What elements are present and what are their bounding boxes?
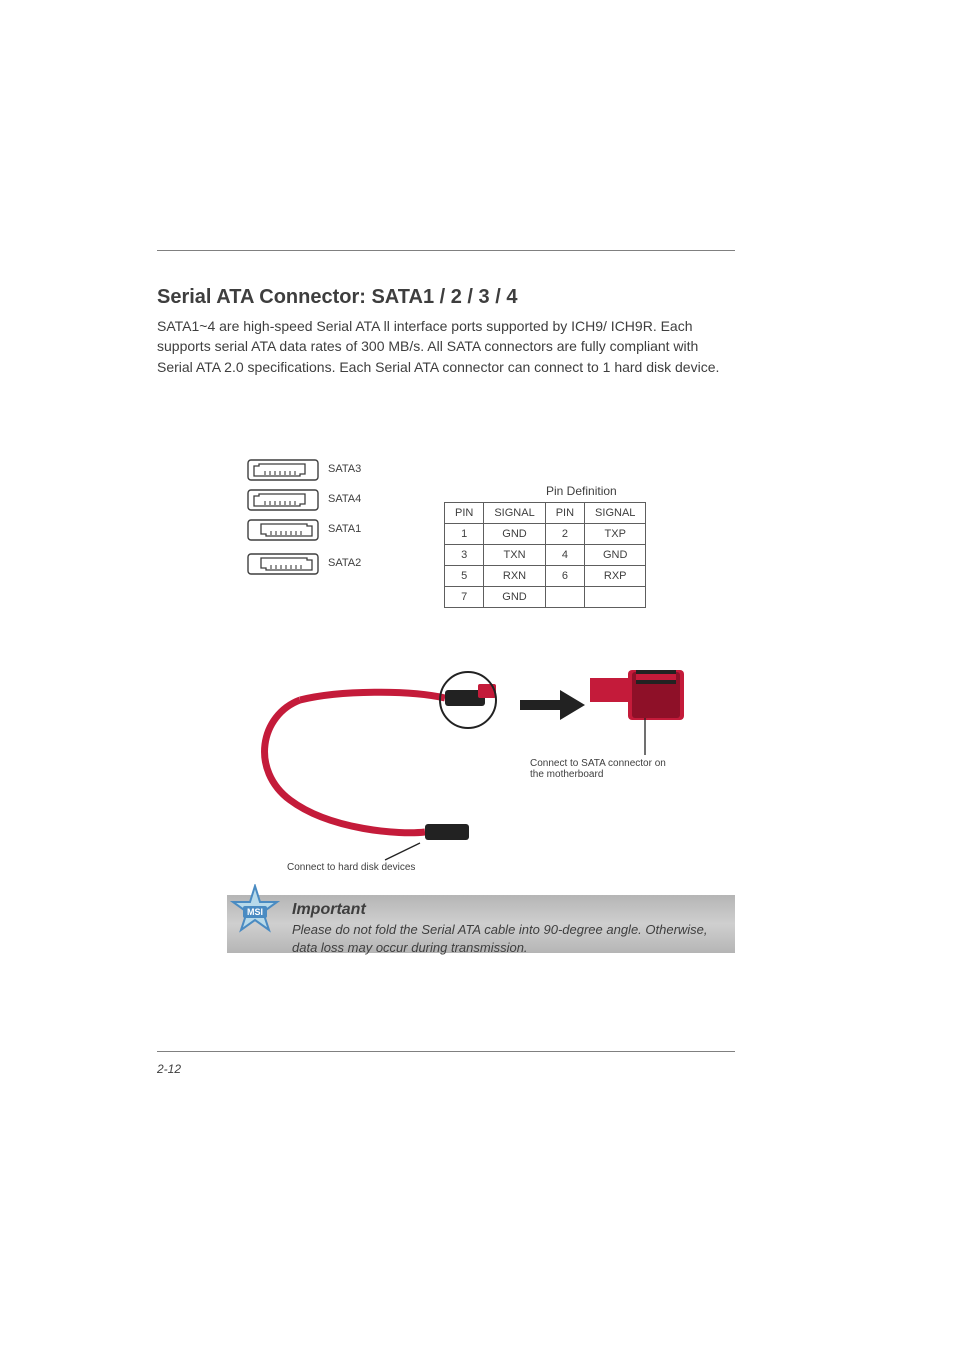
table-header-row: PIN SIGNAL PIN SIGNAL	[445, 503, 646, 524]
th-pin-1: PIN	[445, 503, 484, 524]
svg-text:MSI: MSI	[247, 907, 263, 917]
table-row: 5 RXN 6 RXP	[445, 566, 646, 587]
section-title: Serial ATA Connector: SATA1 / 2 / 3 / 4	[157, 286, 517, 309]
table-row: 3 TXN 4 GND	[445, 545, 646, 566]
sata3-connector-icon	[247, 459, 319, 481]
th-pin-2: PIN	[545, 503, 584, 524]
table-row: 1 GND 2 TXP	[445, 524, 646, 545]
rule-bottom	[157, 1051, 735, 1052]
msi-badge-icon: MSI	[227, 884, 283, 940]
th-sig-2: SIGNAL	[585, 503, 646, 524]
pin-table-body: 1 GND 2 TXP 3 TXN 4 GND 5 RXN 6 RXP 7 GN…	[445, 524, 646, 608]
intro-paragraph: SATA1~4 are high-speed Serial ATA ll int…	[157, 316, 733, 377]
cable-label-bottom: Connect to hard disk devices	[287, 862, 415, 873]
sata3-label: SATA3	[328, 463, 361, 475]
sata1-label: SATA1	[328, 523, 361, 535]
page-number: 2-12	[157, 1062, 181, 1076]
sata2-connector-icon	[247, 553, 319, 575]
pin-table-caption: Pin Definition	[546, 484, 617, 498]
sata4-connector-icon	[247, 489, 319, 511]
th-sig-1: SIGNAL	[484, 503, 545, 524]
sata2-label: SATA2	[328, 557, 361, 569]
page-root: Serial ATA Connector: SATA1 / 2 / 3 / 4 …	[0, 0, 954, 1349]
cable-label-top: Connect to SATA connector on the motherb…	[530, 758, 700, 780]
table-row: 7 GND	[445, 587, 646, 608]
note-title: Important	[292, 899, 366, 921]
sata1-connector-icon	[247, 519, 319, 541]
note-body: Please do not fold the Serial ATA cable …	[292, 921, 728, 956]
sata4-label: SATA4	[328, 493, 361, 505]
pin-definition-table: PIN SIGNAL PIN SIGNAL 1 GND 2 TXP 3 TXN …	[444, 502, 646, 608]
rule-top	[157, 250, 735, 251]
